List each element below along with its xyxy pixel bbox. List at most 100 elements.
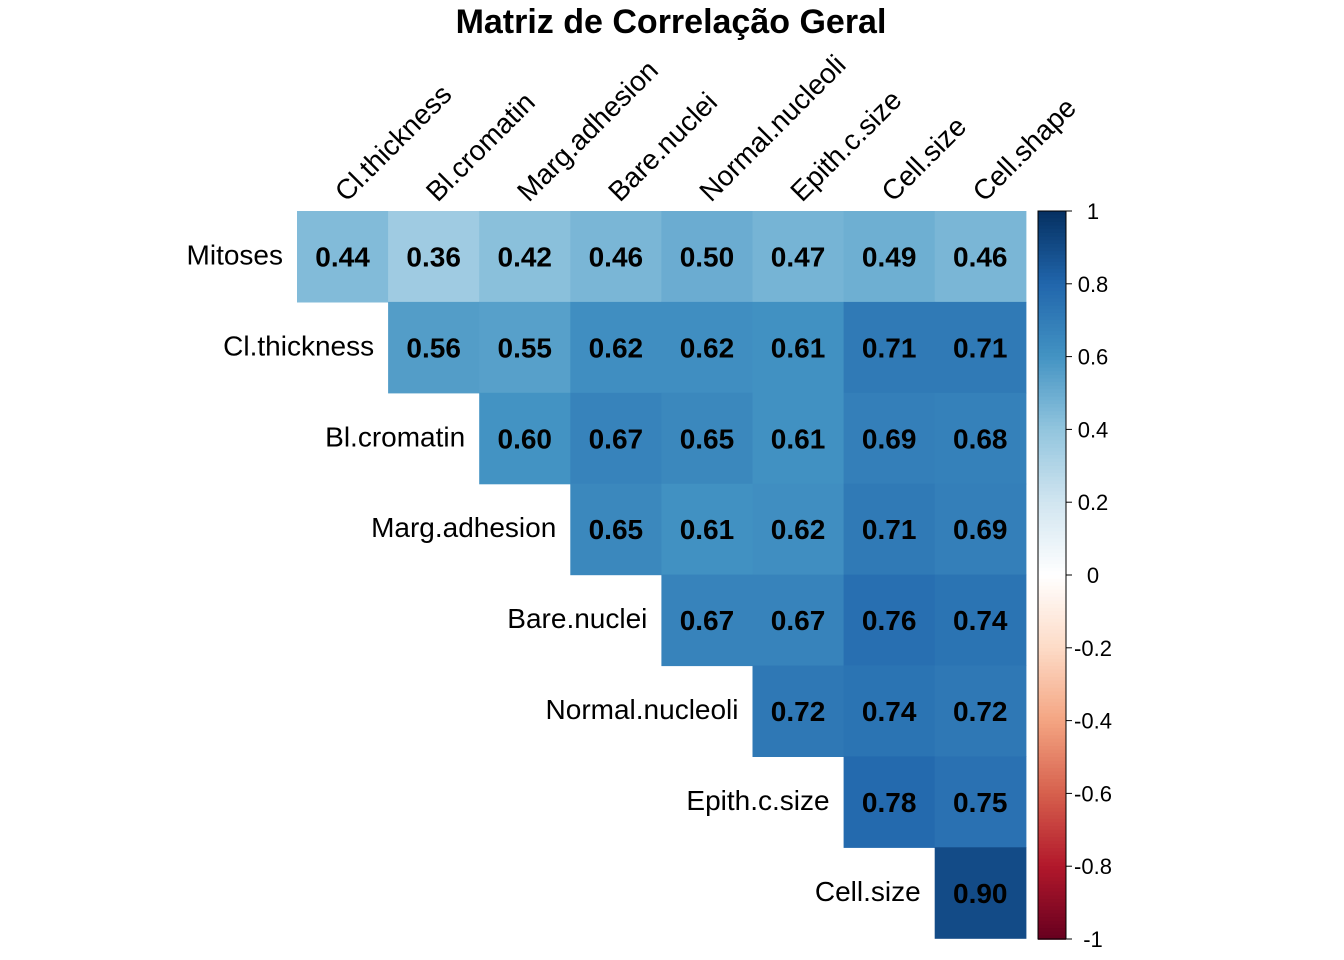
colorbar-segment <box>1038 345 1066 351</box>
colorbar-segment <box>1038 826 1066 831</box>
colorbar-segment <box>1038 371 1066 376</box>
colorbar-segment <box>1038 516 1066 522</box>
heatmap-cell <box>661 574 754 667</box>
colorbar-segment <box>1038 254 1066 260</box>
colorbar-segment <box>1038 462 1066 467</box>
heatmap-cell <box>661 301 754 394</box>
colorbar-segment <box>1038 778 1066 784</box>
colorbar-segment <box>1038 545 1066 551</box>
cell-value-label: 0.65 <box>680 423 735 454</box>
colorbar-segment <box>1038 505 1066 511</box>
colorbar-segment <box>1038 476 1066 482</box>
colorbar-segment <box>1038 917 1066 922</box>
colorbar-segment <box>1038 385 1066 391</box>
colorbar-segment <box>1038 891 1066 897</box>
colorbar-segment <box>1038 356 1066 362</box>
colorbar-segment <box>1038 309 1066 314</box>
colorbar-segment <box>1038 789 1066 795</box>
colorbar-segment <box>1038 531 1066 536</box>
colorbar-segment <box>1038 316 1066 321</box>
colorbar-segment <box>1038 760 1066 766</box>
colorbar-segment <box>1038 433 1066 438</box>
cell-value-label: 0.65 <box>589 514 644 545</box>
colorbar-segment <box>1038 473 1066 478</box>
colorbar-segment <box>1038 709 1066 715</box>
heatmap-cell <box>934 665 1027 757</box>
cell-value-label: 0.67 <box>771 605 826 636</box>
row-label: Marg.adhesion <box>371 512 556 543</box>
colorbar-tick-label: -0.4 <box>1074 709 1112 734</box>
colorbar-segment <box>1038 829 1066 835</box>
heatmap-cell <box>752 665 845 757</box>
cell-value-label: 0.47 <box>771 241 826 272</box>
colorbar-segment <box>1038 549 1066 554</box>
colorbar-segment <box>1038 411 1066 416</box>
colorbar-segment <box>1038 236 1066 241</box>
colorbar-segment <box>1038 604 1066 609</box>
heatmap-cell <box>752 211 845 303</box>
colorbar-segment <box>1038 582 1066 587</box>
colorbar-segment <box>1038 640 1066 645</box>
colorbar-tick-label: 1 <box>1087 199 1099 224</box>
row-label: Epith.c.size <box>686 785 829 816</box>
colorbar-segment <box>1038 909 1066 915</box>
cell-value-label: 0.56 <box>406 332 461 363</box>
colorbar-segment <box>1038 443 1066 449</box>
colorbar-segment <box>1038 269 1066 274</box>
colorbar-segment <box>1038 422 1066 427</box>
colorbar-segment <box>1038 687 1066 693</box>
colorbar-segment <box>1038 888 1066 893</box>
colorbar-segment <box>1038 509 1066 514</box>
colorbar-segment <box>1038 414 1066 420</box>
row-label: Bl.cromatin <box>325 421 465 452</box>
colorbar-segment <box>1038 793 1066 798</box>
heatmap-cell <box>843 574 936 667</box>
cell-value-label: 0.46 <box>953 241 1008 272</box>
colorbar-segment <box>1038 575 1066 580</box>
colorbar-segment <box>1038 727 1066 733</box>
heatmap-cell <box>752 483 845 576</box>
colorbar-segment <box>1038 913 1066 918</box>
colorbar-segment <box>1038 440 1066 445</box>
heatmap-cell <box>934 756 1027 848</box>
colorbar-segment <box>1038 520 1066 525</box>
colorbar-segment <box>1038 855 1066 860</box>
colorbar-segment <box>1038 869 1066 875</box>
row-label: Cell.size <box>815 876 921 907</box>
heatmap-cell <box>297 211 389 303</box>
colorbar-segment <box>1038 818 1066 824</box>
heatmap-cell <box>479 392 571 485</box>
colorbar-segment <box>1038 349 1066 354</box>
colorbar-segment <box>1038 615 1066 620</box>
heatmap-cell <box>388 211 480 303</box>
column-label: Cell.shape <box>967 92 1082 207</box>
colorbar-segment <box>1038 382 1066 387</box>
cell-value-label: 0.67 <box>589 423 644 454</box>
colorbar-segment <box>1038 862 1066 867</box>
colorbar-segment <box>1038 232 1066 238</box>
colorbar-segment <box>1038 884 1066 889</box>
colorbar-segment <box>1038 757 1066 762</box>
row-label: Cl.thickness <box>223 330 374 361</box>
colorbar-segment <box>1038 764 1066 769</box>
colorbar-segment <box>1038 294 1066 300</box>
colorbar-segment <box>1038 920 1066 926</box>
colorbar-segment <box>1038 458 1066 463</box>
colorbar-segment <box>1038 436 1066 442</box>
colorbar-tick-label: -1 <box>1083 927 1103 952</box>
colorbar-segment <box>1038 928 1066 933</box>
colorbar-segment <box>1038 560 1066 565</box>
colorbar-segment <box>1038 327 1066 332</box>
cell-value-label: 0.61 <box>771 423 826 454</box>
heatmap-cell <box>479 211 571 303</box>
cell-value-label: 0.90 <box>953 878 1008 909</box>
colorbar-segment <box>1038 396 1066 402</box>
colorbar-segment <box>1038 305 1066 311</box>
cell-value-label: 0.62 <box>589 332 644 363</box>
colorbar-segment <box>1038 534 1066 540</box>
colorbar-segment <box>1038 771 1066 776</box>
cell-value-label: 0.72 <box>953 696 1008 727</box>
colorbar-tick-label: 0.4 <box>1078 417 1109 442</box>
colorbar-segment <box>1038 636 1066 642</box>
heatmap-cell <box>934 301 1027 394</box>
